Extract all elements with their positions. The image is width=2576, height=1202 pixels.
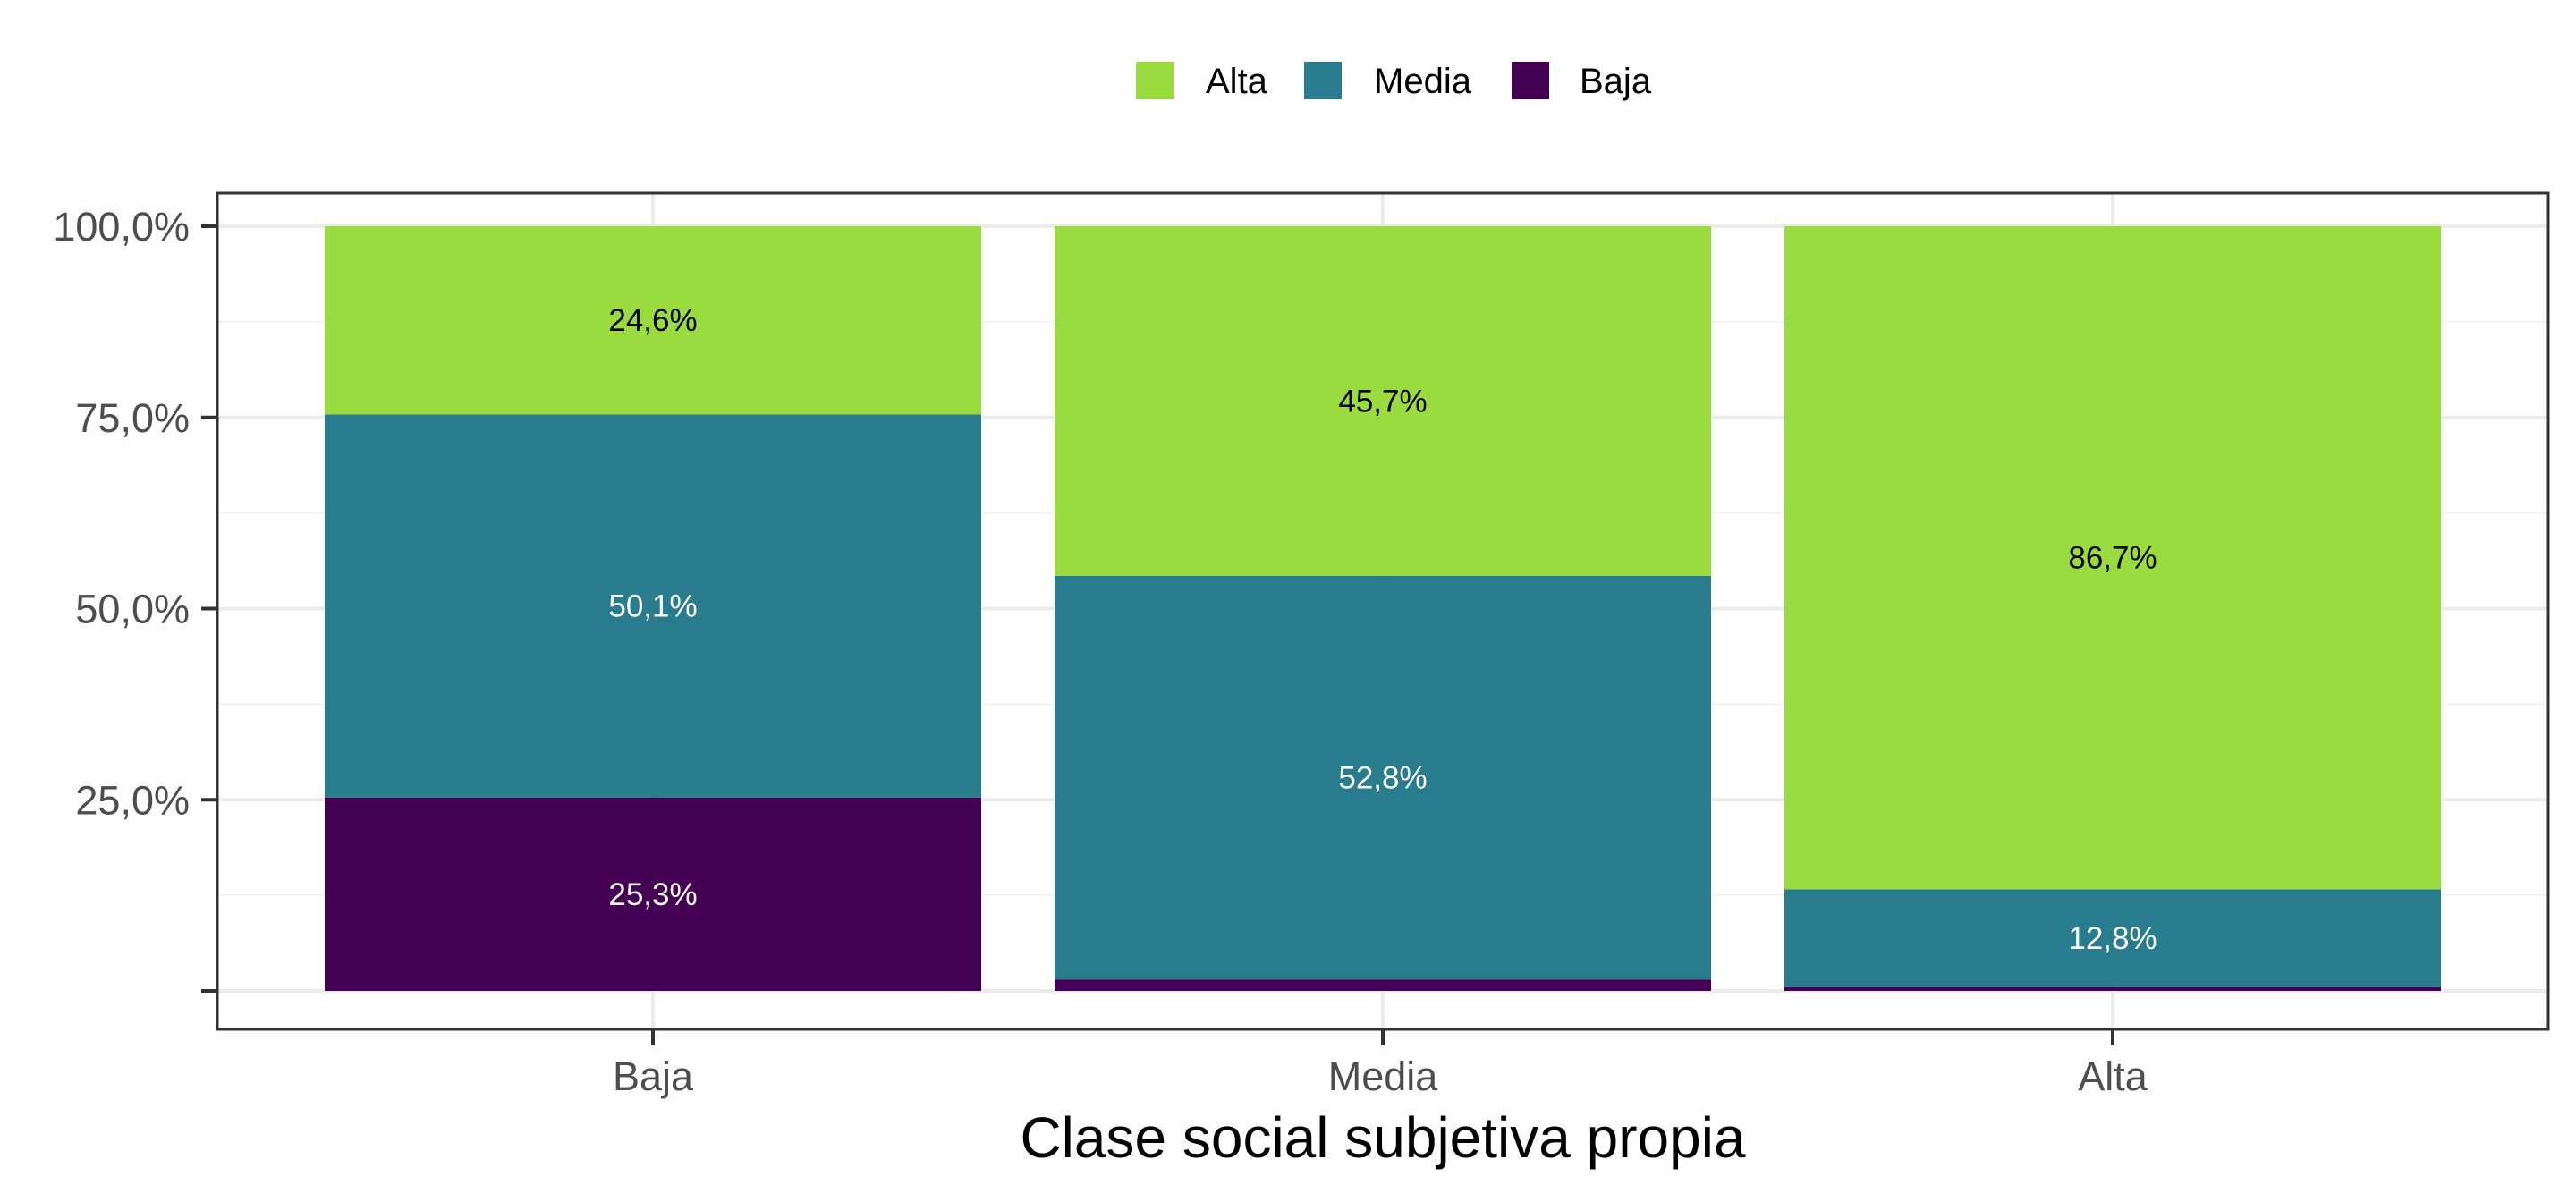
legend-key-media <box>1304 62 1342 99</box>
bar-value-label: 45,7% <box>1338 384 1427 419</box>
bar-value-label: 25,3% <box>608 877 697 912</box>
y-axis-tick-label: 75,0% <box>75 395 190 441</box>
y-axis-tick-label: 25,0% <box>75 777 190 823</box>
bars <box>325 226 2441 991</box>
bar-value-label: 86,7% <box>2068 541 2157 576</box>
legend-key-baja <box>1512 62 1549 99</box>
legend-label-baja: Baja <box>1580 62 1652 101</box>
bar-value-label: 52,8% <box>1338 760 1427 795</box>
bar-segment-baja-media <box>1055 979 1711 991</box>
bar-segment-alta-media <box>1055 226 1711 576</box>
bar-value-label: 50,1% <box>608 589 697 624</box>
axes: 25,0% 50,0% 75,0% 100,0% Baja Media Alta <box>53 204 2148 1099</box>
legend-key-alta <box>1136 62 1174 99</box>
x-axis-tick-label: Alta <box>2078 1054 2148 1099</box>
bar-segment-baja-baja <box>325 797 981 991</box>
y-axis-tick-label: 50,0% <box>75 587 190 632</box>
x-axis-title: Clase social subjetiva propia <box>1020 1105 1746 1170</box>
bar-segment-alta-alta <box>1784 226 2441 890</box>
bar-segment-alta-baja <box>325 226 981 415</box>
x-axis-tick-label: Media <box>1328 1054 1439 1099</box>
legend-label-media: Media <box>1374 62 1472 101</box>
bar-value-labels: 25,3% 50,1% 24,6% 52,8% 45,7% 12,8% 86,7% <box>608 303 2157 956</box>
y-axis-tick-label: 100,0% <box>53 204 190 250</box>
x-axis-tick-label: Baja <box>613 1054 694 1099</box>
bar-segment-media-media <box>1055 575 1711 980</box>
bar-segment-baja-alta <box>1784 986 2441 991</box>
bar-value-label: 12,8% <box>2068 921 2157 956</box>
legend-label-alta: Alta <box>1206 62 1268 101</box>
legend: Alta Media Baja <box>1136 62 1652 101</box>
bar-segment-media-alta <box>1784 889 2441 987</box>
bar-value-label: 24,6% <box>608 303 697 338</box>
bar-segment-media-baja <box>325 414 981 798</box>
